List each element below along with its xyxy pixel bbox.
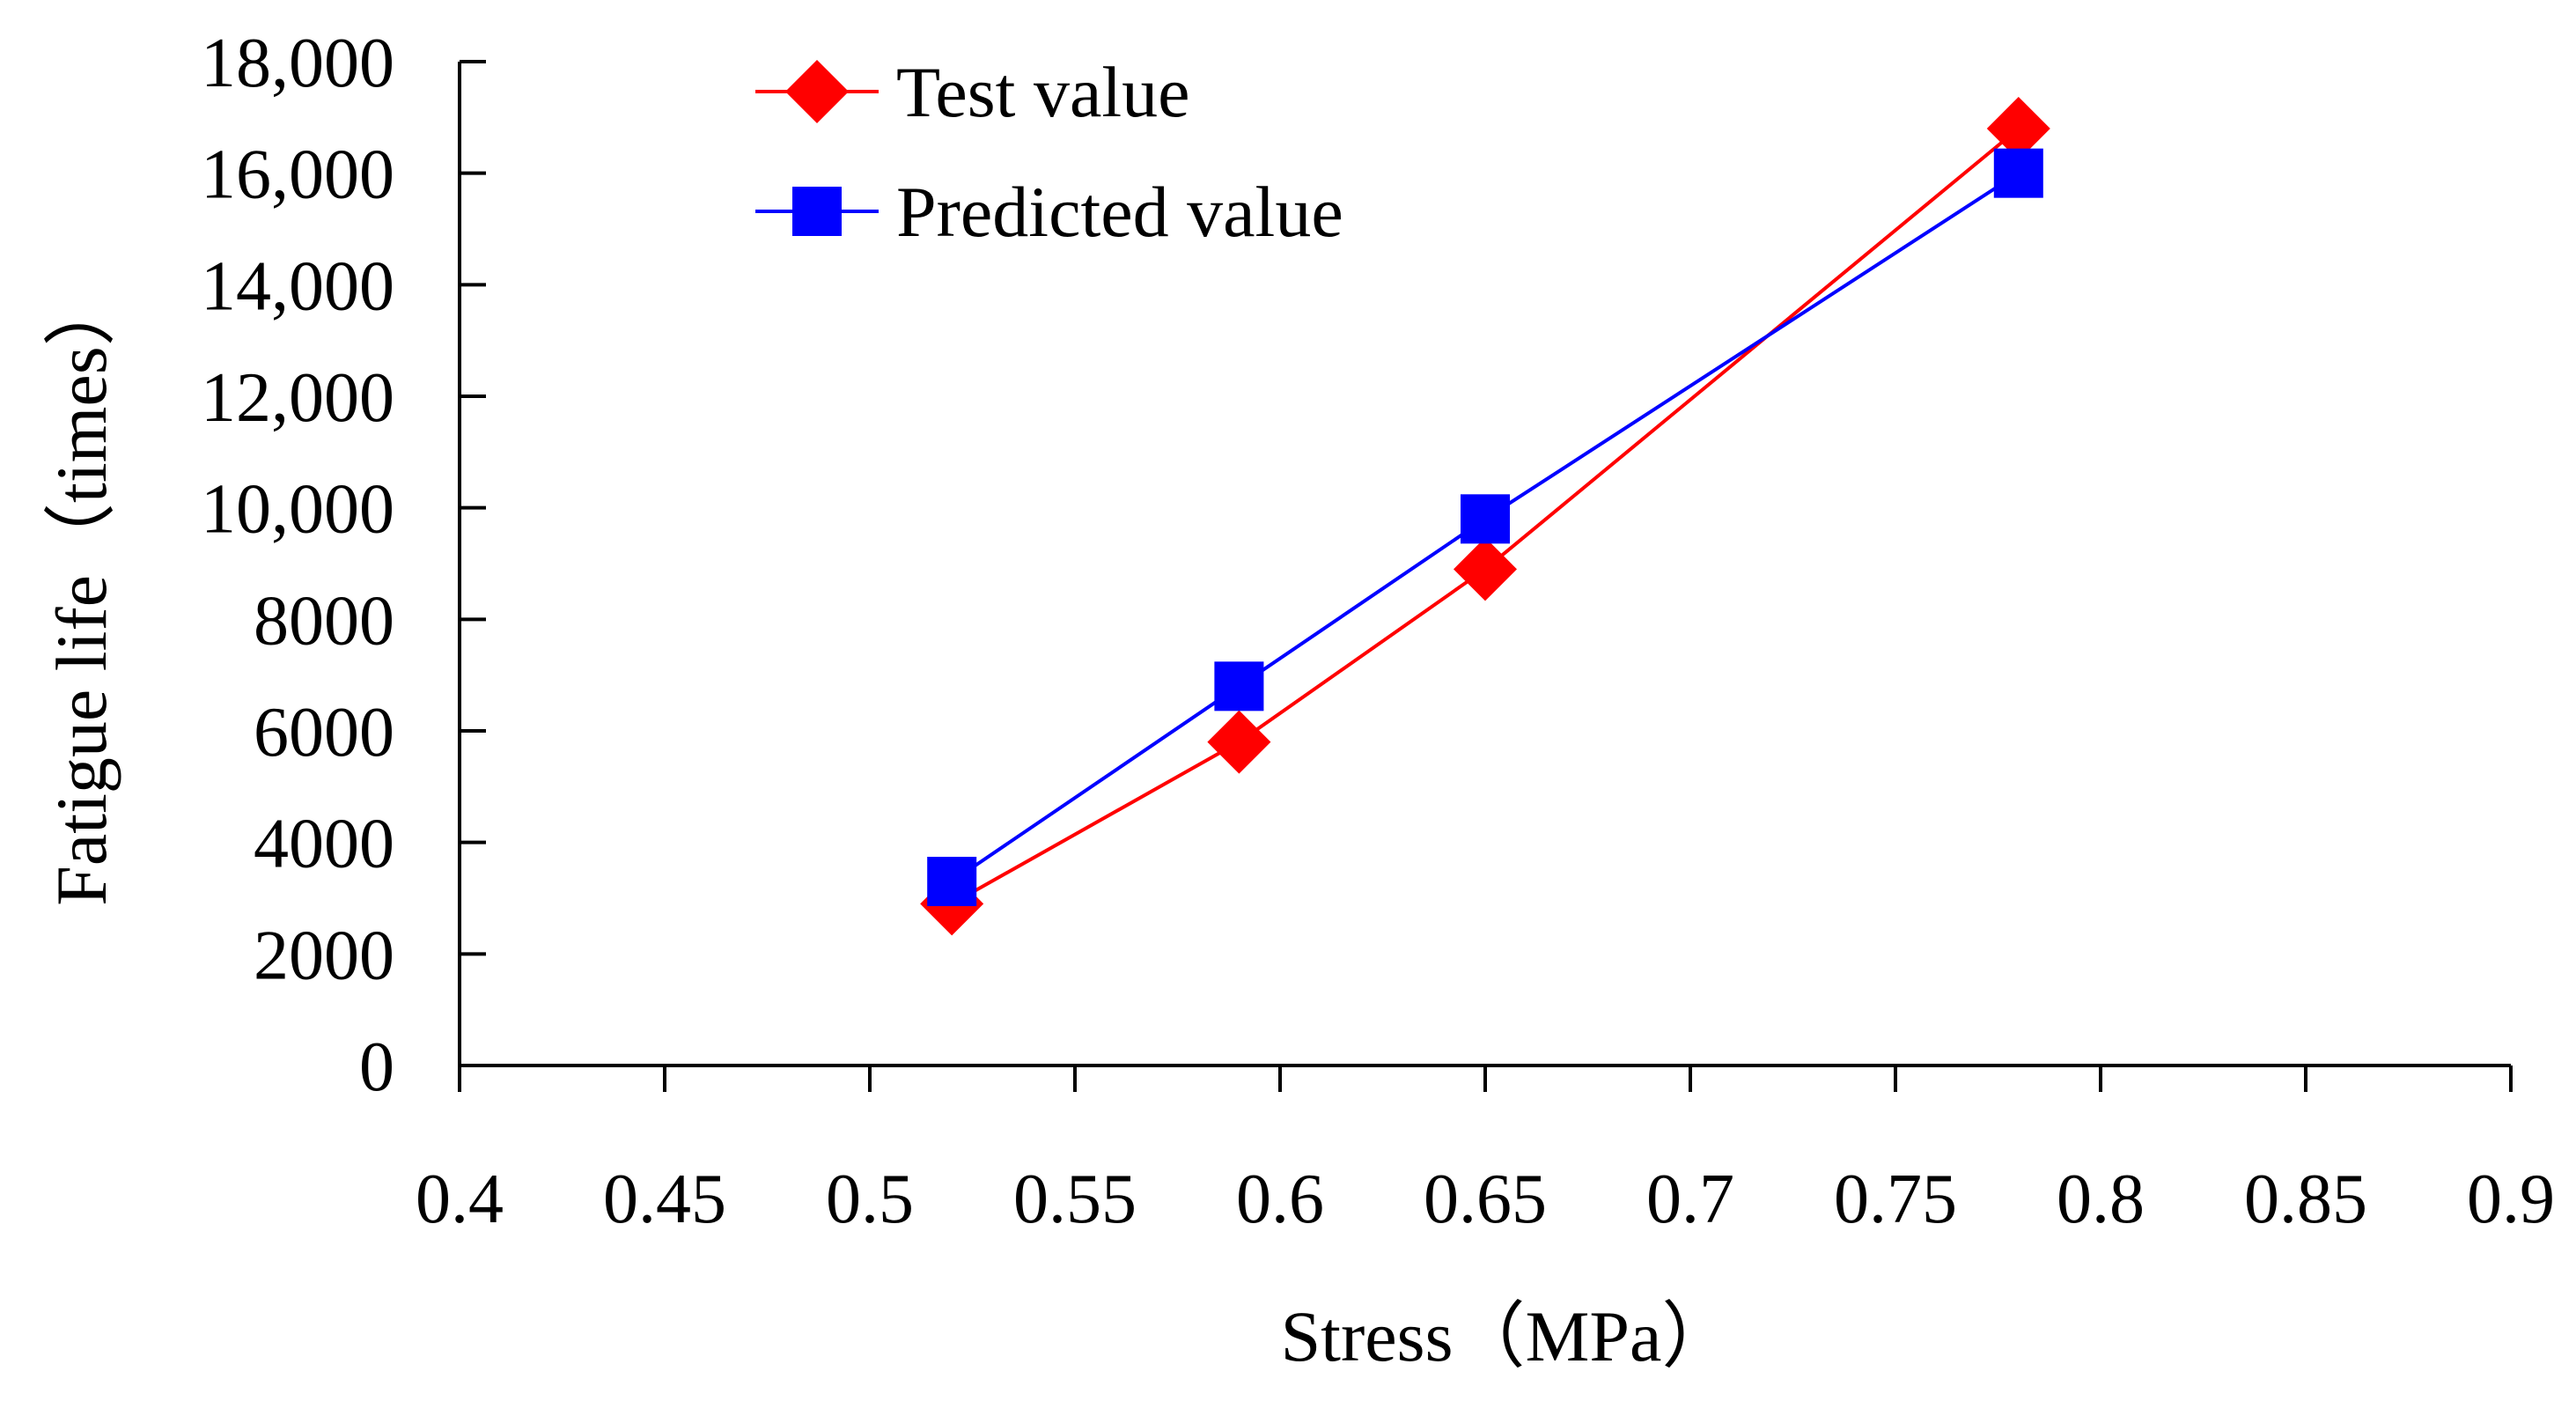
y-tick-label: 8000 [254, 582, 394, 660]
y-tick-label: 16,000 [201, 136, 394, 214]
x-tick-label: 0.55 [1013, 1161, 1137, 1238]
predicted-value-point [927, 857, 977, 906]
predicted-value-point [1993, 148, 2043, 198]
y-tick-label: 10,000 [201, 471, 394, 549]
legend: Test value Predicted value [755, 52, 1343, 252]
series-layer [920, 97, 2050, 936]
x-tick-label: 0.45 [603, 1161, 726, 1238]
legend-test-value-label: Test value [896, 52, 1190, 132]
legend-test-value-marker [785, 60, 849, 123]
test-value-point [1454, 537, 1517, 601]
x-tick-label: 0.8 [2057, 1161, 2145, 1238]
y-tick-label: 18,000 [201, 25, 394, 102]
x-tick-label: 0.5 [826, 1161, 914, 1238]
test-value-line [951, 127, 2020, 906]
legend-predicted-value-label: Predicted value [896, 172, 1343, 252]
predicted-value-point [1214, 661, 1264, 712]
y-tick-label: 0 [359, 1029, 394, 1106]
y-tick-label: 12,000 [201, 359, 394, 437]
test-value-series [920, 97, 2050, 936]
y-tick-label: 2000 [254, 917, 394, 994]
predicted-value-series [927, 148, 2043, 906]
predicted-value-point [1461, 494, 1510, 544]
x-tick-label: 0.7 [1646, 1161, 1734, 1238]
axes: 0.4 0.45 0.5 0.55 0.6 0.65 0.7 0.75 0.8 0.85 0.9 0 2… [201, 25, 2555, 1238]
y-axis-title: Fatigue life（times） [41, 274, 121, 905]
x-tick-label: 0.6 [1236, 1161, 1324, 1238]
legend-predicted-value-marker [792, 187, 842, 236]
y-tick-label: 4000 [254, 806, 394, 883]
x-tick-label: 0.85 [2244, 1161, 2367, 1238]
x-tick-label: 0.65 [1424, 1161, 1547, 1238]
x-tick-label: 0.9 [2467, 1161, 2555, 1238]
y-tick-label: 6000 [254, 694, 394, 771]
x-axis-title: Stress（MPa） [1281, 1296, 1734, 1376]
test-value-point [1207, 710, 1271, 774]
x-tick-label: 0.75 [1834, 1161, 1957, 1238]
test-value-point [1986, 97, 2050, 160]
y-tick-label: 14,000 [201, 247, 394, 325]
predicted-value-line [951, 171, 2020, 883]
x-tick-label: 0.4 [416, 1161, 504, 1238]
